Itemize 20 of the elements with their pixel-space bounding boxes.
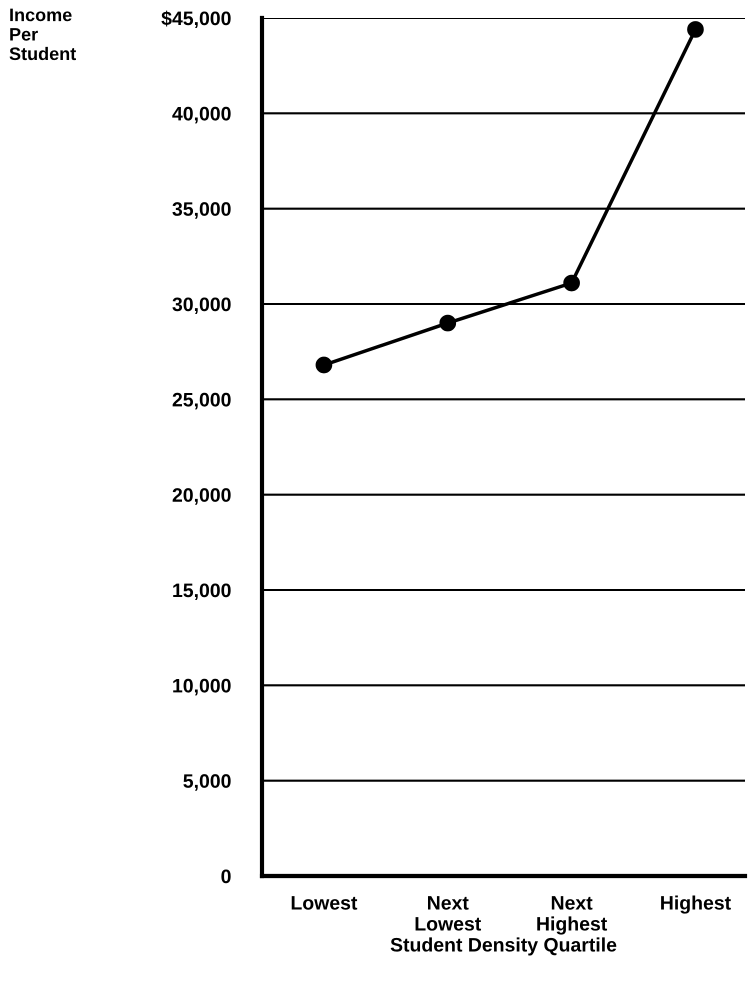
x-tick-label: Next Highest: [537, 896, 608, 935]
x-tick-label: Lowest: [292, 896, 358, 910]
y-axis-title: Income Per Student: [10, 8, 76, 60]
x-axis-title: Student Density Quartile: [390, 937, 616, 956]
point: [687, 21, 704, 38]
x-tick-label: Next Lowest: [416, 896, 482, 931]
point: [563, 274, 580, 292]
point: [439, 314, 456, 332]
y-tick-label: 0: [221, 869, 231, 884]
y-tick-label: 10,000: [173, 678, 231, 696]
x-tick-label: Highest: [661, 895, 731, 914]
y-tick-label: 15,000: [173, 583, 231, 600]
y-tick-label: 35,000: [172, 202, 231, 219]
y-tick-label: 40,000: [172, 106, 231, 124]
y-tick-label: $45,000: [161, 10, 231, 28]
y-tick-label: 30,000: [172, 297, 231, 314]
y-tick-label: 25,000: [172, 392, 231, 410]
y-tick-label: 5,000: [183, 774, 231, 791]
point: [316, 356, 332, 374]
y-tick-label: 20,000: [172, 488, 231, 505]
